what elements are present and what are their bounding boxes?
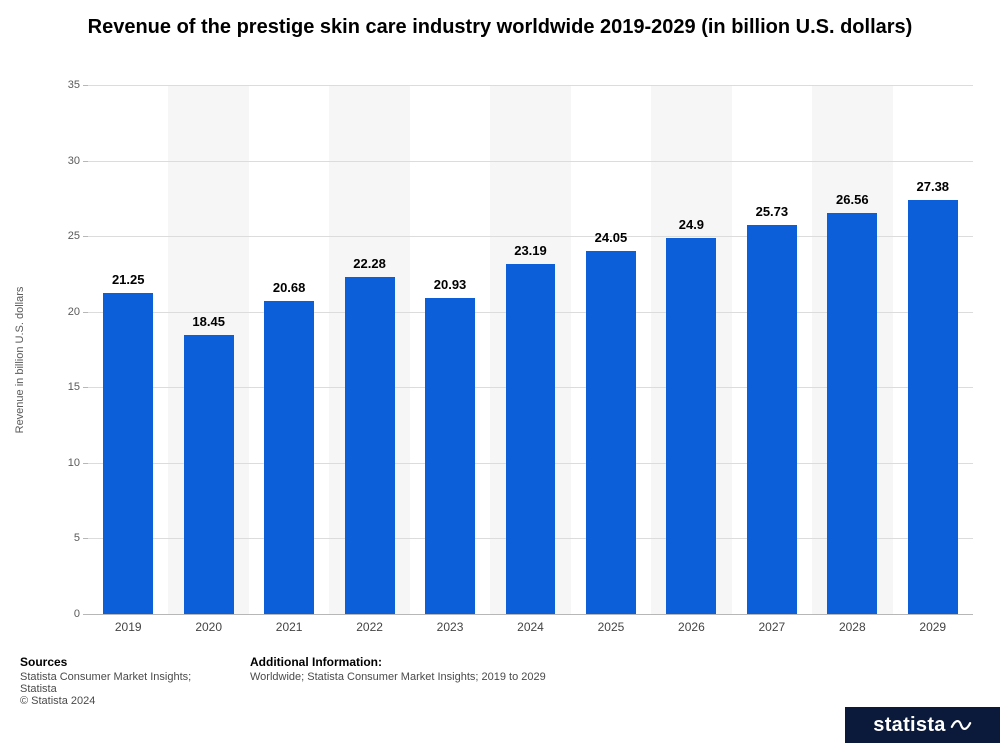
sources-header: Sources	[20, 655, 230, 669]
bar-value-label: 21.25	[112, 272, 145, 287]
grid-line	[88, 85, 973, 86]
y-tick-label: 15	[68, 381, 88, 393]
bar-value-label: 26.56	[836, 192, 869, 207]
x-tick-label: 2022	[356, 620, 383, 634]
bar: 25.73	[747, 225, 797, 614]
bar-value-label: 24.9	[679, 217, 704, 232]
bar: 20.93	[425, 298, 475, 614]
additional-header: Additional Information:	[250, 655, 980, 669]
bar-value-label: 23.19	[514, 243, 547, 258]
footer: Sources Statista Consumer Market Insight…	[20, 655, 980, 707]
bar-value-label: 18.45	[192, 314, 225, 329]
x-tick-label: 2023	[437, 620, 464, 634]
y-tick-label: 20	[68, 306, 88, 318]
logo-wave-icon	[950, 714, 972, 736]
y-tick-label: 25	[68, 230, 88, 242]
x-tick-label: 2027	[759, 620, 786, 634]
bar: 18.45	[184, 335, 234, 614]
copyright-text: © Statista 2024	[20, 695, 230, 707]
bar-value-label: 27.38	[916, 179, 949, 194]
x-tick-label: 2029	[919, 620, 946, 634]
y-axis-label: Revenue in billion U.S. dollars	[14, 287, 26, 434]
x-tick-label: 2021	[276, 620, 303, 634]
y-tick-label: 30	[68, 155, 88, 167]
bar: 23.19	[506, 264, 556, 615]
sources-text: Statista Consumer Market Insights; Stati…	[20, 671, 230, 695]
x-tick-label: 2024	[517, 620, 544, 634]
bar: 21.25	[103, 293, 153, 614]
y-tick-label: 0	[74, 608, 88, 620]
bar-value-label: 20.93	[434, 277, 467, 292]
statista-logo: statista	[845, 707, 1000, 743]
logo-text: statista	[873, 714, 945, 737]
chart-area: Revenue in billion U.S. dollars 05101520…	[38, 75, 983, 645]
bar-value-label: 24.05	[595, 230, 628, 245]
bar-value-label: 25.73	[756, 204, 789, 219]
x-tick-label: 2020	[195, 620, 222, 634]
grid-line	[88, 161, 973, 162]
chart-title: Revenue of the prestige skin care indust…	[0, 0, 1000, 45]
y-tick-label: 5	[74, 532, 88, 544]
additional-text: Worldwide; Statista Consumer Market Insi…	[250, 671, 980, 683]
bar: 24.05	[586, 251, 636, 614]
bar: 22.28	[345, 277, 395, 614]
y-tick-label: 35	[68, 79, 88, 91]
sources-block: Sources Statista Consumer Market Insight…	[20, 655, 250, 707]
x-tick-label: 2019	[115, 620, 142, 634]
x-tick-label: 2025	[598, 620, 625, 634]
bar-value-label: 20.68	[273, 280, 306, 295]
x-tick-label: 2028	[839, 620, 866, 634]
bar: 20.68	[264, 301, 314, 614]
x-tick-label: 2026	[678, 620, 705, 634]
bar-value-label: 22.28	[353, 256, 386, 271]
y-tick-label: 10	[68, 457, 88, 469]
plot-region: 0510152025303521.25201918.45202020.68202…	[88, 85, 973, 615]
bar: 27.38	[908, 200, 958, 614]
additional-info-block: Additional Information: Worldwide; Stati…	[250, 655, 980, 707]
bar: 26.56	[827, 213, 877, 614]
bar: 24.9	[666, 238, 716, 614]
